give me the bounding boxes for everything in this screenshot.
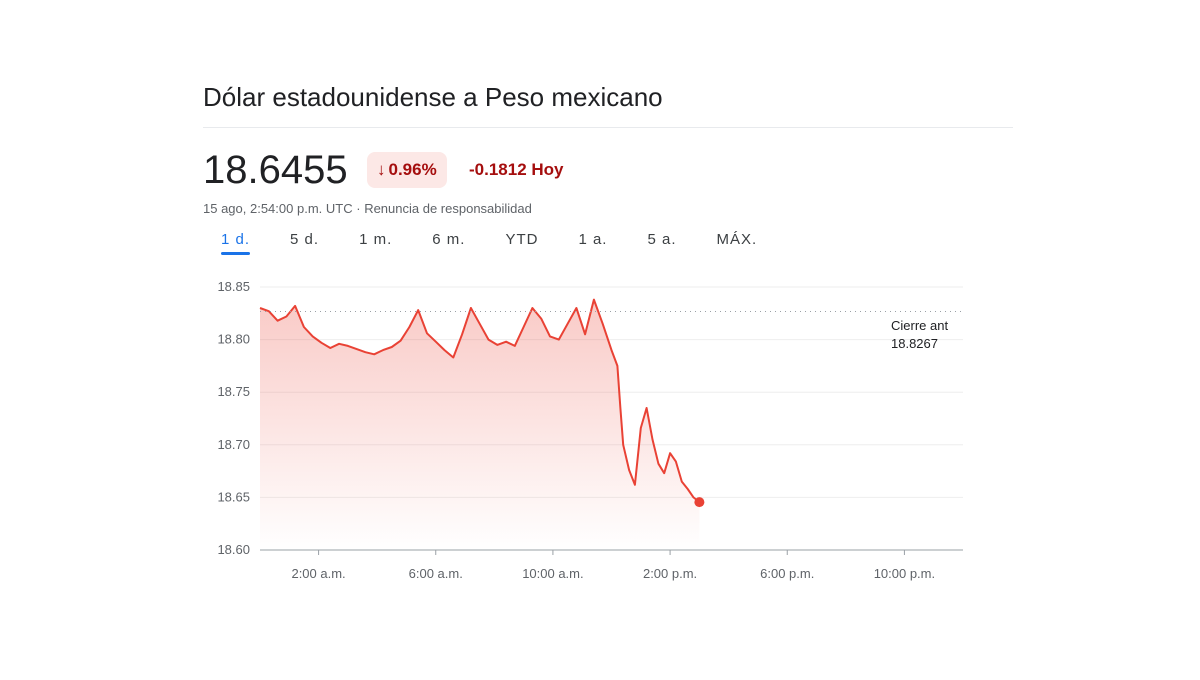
- y-tick-label: 18.65: [217, 489, 250, 504]
- series-area: [260, 299, 700, 550]
- x-tick-label: 2:00 p.m.: [643, 566, 697, 581]
- series-line: [259, 298, 701, 503]
- range-tabs: 1 d. 5 d. 1 m. 6 m. YTD 1 a. 5 a. MÁX.: [221, 231, 797, 255]
- tab-6m[interactable]: 6 m.: [432, 231, 466, 248]
- tab-1y[interactable]: 1 a.: [578, 231, 608, 248]
- quote-panel: Dólar estadounidense a Peso mexicano 18.…: [203, 0, 1013, 680]
- tab-5y[interactable]: 5 a.: [647, 231, 677, 248]
- tab-ytd[interactable]: YTD: [505, 231, 539, 248]
- y-tick-label: 18.60: [217, 542, 250, 557]
- x-tick-label: 2:00 a.m.: [291, 566, 345, 581]
- timestamp-line: 15 ago, 2:54:00 p.m. UTC · Renuncia de r…: [203, 201, 532, 216]
- previous-close-value: 18.8267: [891, 336, 938, 351]
- arrow-down-icon: ↓: [377, 160, 386, 179]
- x-tick-label: 10:00 p.m.: [874, 566, 935, 581]
- timestamp: 15 ago, 2:54:00 p.m. UTC: [203, 201, 353, 216]
- disclaimer-link[interactable]: Renuncia de responsabilidad: [364, 201, 532, 216]
- y-tick-label: 18.75: [217, 384, 250, 399]
- tab-5d[interactable]: 5 d.: [290, 231, 320, 248]
- y-tick-label: 18.80: [217, 332, 250, 347]
- x-tick-label: 6:00 a.m.: [409, 566, 463, 581]
- separator: ·: [356, 201, 361, 216]
- previous-close-label: Cierre ant: [891, 318, 948, 333]
- y-tick-label: 18.70: [217, 437, 250, 452]
- tab-1m[interactable]: 1 m.: [359, 231, 393, 248]
- change-value: -0.1812 Hoy: [469, 160, 564, 179]
- x-tick-label: 6:00 p.m.: [760, 566, 814, 581]
- change-percent: 0.96%: [388, 160, 437, 179]
- current-price: 18.6455: [203, 148, 348, 192]
- y-tick-label: 18.85: [217, 279, 250, 294]
- x-tick-label: 10:00 a.m.: [522, 566, 583, 581]
- tab-max[interactable]: MÁX.: [716, 231, 758, 248]
- page-title: Dólar estadounidense a Peso mexicano: [203, 82, 663, 112]
- divider: [203, 127, 1013, 128]
- current-value-dot: [694, 497, 705, 508]
- tab-1d[interactable]: 1 d.: [221, 231, 251, 255]
- change-percent-badge: ↓ 0.96%: [367, 152, 447, 188]
